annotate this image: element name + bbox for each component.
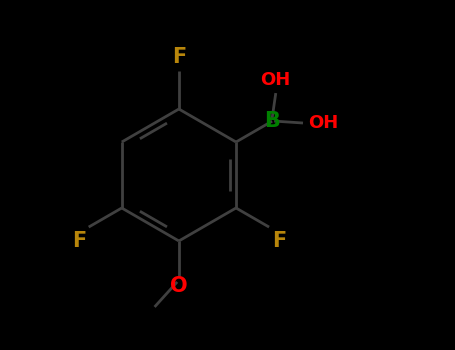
Text: F: F bbox=[272, 231, 286, 251]
Text: OH: OH bbox=[260, 71, 291, 89]
Text: F: F bbox=[172, 47, 186, 66]
Text: O: O bbox=[170, 276, 188, 296]
Text: F: F bbox=[71, 231, 86, 251]
Text: B: B bbox=[264, 111, 280, 131]
Text: OH: OH bbox=[308, 114, 339, 132]
